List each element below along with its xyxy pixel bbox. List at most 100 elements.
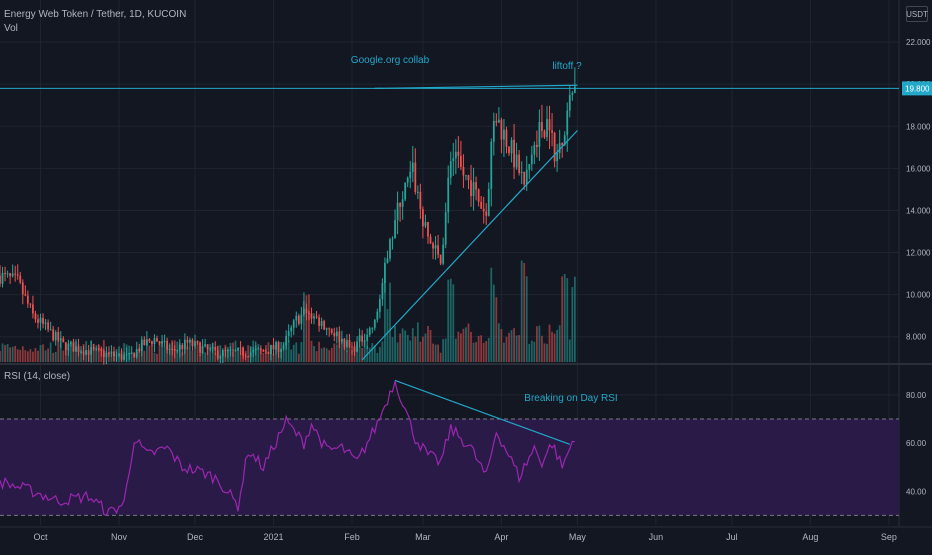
volume-bar [290,349,293,362]
candle-body [568,94,571,111]
candle-body [14,273,17,275]
candle-body [356,341,358,352]
volume-bar [573,276,576,362]
rsi-label[interactable]: RSI (14, close) [4,371,71,382]
candle-body [239,347,242,349]
volume-bar [409,340,412,362]
symbol-title[interactable]: Energy Web Token / Tether, 1D, KUCOIN [4,9,187,20]
volume-bar [439,352,442,362]
candle-body [191,339,194,346]
candle-body [358,335,361,342]
volume-bar [444,338,447,362]
volume-bar [259,348,262,362]
candle-body [120,353,123,360]
volume-bar [37,350,39,362]
candle-body [361,335,364,342]
candle-body [371,327,374,329]
candle-body [338,331,341,342]
candle-body [199,342,201,353]
candle-body [411,162,414,172]
volume-bar [530,340,533,362]
volume-bar [237,350,239,362]
volume-bar [24,350,27,362]
time-tick-label: May [569,532,587,542]
rsi-plot [0,380,576,517]
candle-body [209,348,212,350]
candle-body [439,254,442,264]
candle-body [384,262,386,284]
candle-body [333,333,336,337]
volume-bar [513,328,515,362]
candle-body [67,343,70,351]
volume-bar [1,343,4,362]
candle-body [508,146,510,154]
candle-body [156,338,158,342]
candle-body [214,346,217,351]
candle-body [510,139,513,154]
candle-body [290,327,293,332]
volume-bar [538,325,541,362]
volume-bar [191,350,194,362]
candle-body [295,315,298,321]
rsi-tick-label: 60.00 [906,439,927,448]
candle-body [57,331,60,341]
candle-body [386,258,389,263]
annotation-google: Google.org collab [351,55,430,66]
volume-bar [454,338,457,362]
volume-bar [64,350,67,362]
time-tick-label: Sep [881,532,897,542]
candle-body [346,340,348,348]
volume-bar [460,333,462,362]
volume-bar [148,345,151,362]
candle-body [297,315,300,324]
volume-bar [130,352,133,362]
candle-body [452,158,455,162]
volume-bar [247,345,250,362]
volume-bar [313,345,315,362]
volume-bar [546,343,548,362]
volume-bar [505,336,508,362]
time-tick-label: Dec [187,532,204,542]
volume-bar [145,341,148,362]
volume-bar [449,278,452,362]
candle-body [571,92,574,95]
price-tick-label: 8.000 [906,333,927,342]
volume-label[interactable]: Vol [4,23,18,34]
volume-bar [297,353,300,362]
candle-body [351,346,353,348]
candle-body [115,355,118,357]
time-tick-label: Aug [802,532,818,542]
volume-bar [42,344,44,362]
volume-bar [52,352,55,362]
candle-body [548,119,551,131]
volume-bar [437,344,439,362]
candle-body [21,282,24,295]
candle-body [318,317,320,326]
candle-body [178,344,181,351]
volume-bar [92,343,95,362]
volume-bar [394,325,396,362]
currency-button[interactable]: USDT [906,6,928,22]
volume-bar [492,284,495,362]
volume-bar [257,343,260,362]
candle-body [9,273,12,277]
volume-bar [351,349,353,362]
volume-bar [378,346,381,362]
volume-bar [346,350,348,362]
volume-bar [422,336,424,362]
candle-body [490,141,493,190]
candle-body [227,349,229,352]
volume-bar [571,287,574,362]
volume-bar [520,260,523,362]
volume-bar [9,347,12,362]
candle-body [282,345,285,349]
volume-bar [500,328,503,362]
volume-bar [508,332,510,362]
candle-body [561,143,564,146]
volume-bar [285,341,288,362]
candle-body [130,352,133,354]
candle-body [37,319,39,323]
volume-bar [282,341,285,362]
candle-body [249,352,252,357]
